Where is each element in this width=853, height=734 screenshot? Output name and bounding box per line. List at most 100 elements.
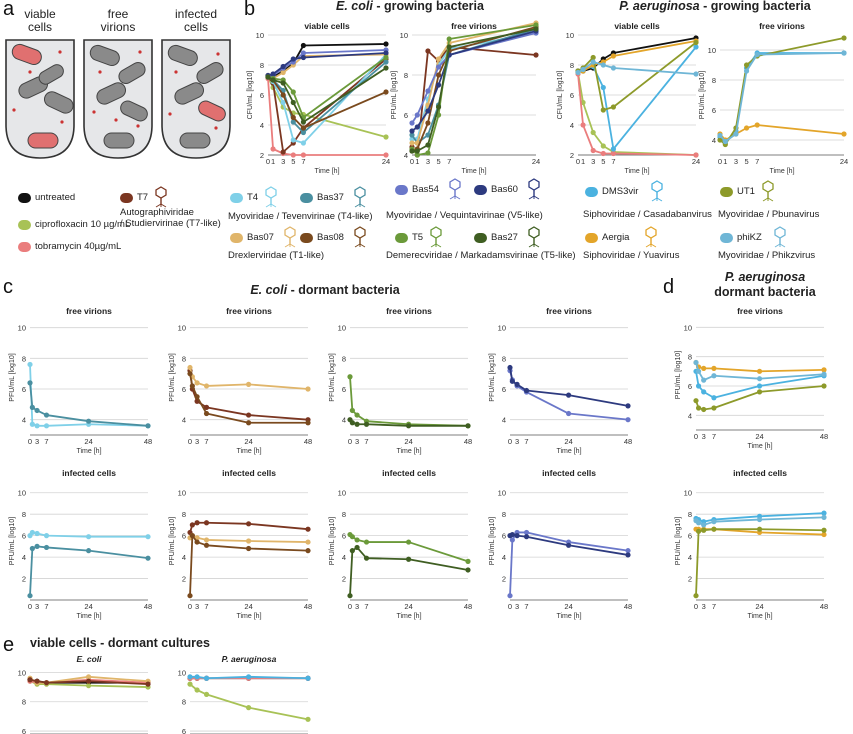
y-tick-label: 6 — [182, 385, 186, 394]
data-point — [756, 383, 763, 389]
data-point — [625, 552, 631, 558]
series-Bas37 — [27, 543, 151, 599]
chart-c2: 4 6 8 10 0 3 7 24 48 free virions Time [h] PFU/mL [… — [169, 306, 312, 455]
chart-title: infected cells — [62, 468, 116, 478]
y-tick-label: 10 — [684, 323, 692, 332]
data-point — [349, 420, 355, 426]
x-tick-label: 0 — [508, 602, 512, 611]
data-point — [711, 373, 717, 379]
data-point — [425, 88, 431, 94]
x-tick-label: 1 — [723, 157, 727, 166]
data-point — [625, 403, 631, 409]
legend-taxonomy-phiKZ: Myoviridae / Phikzvirus — [718, 250, 816, 261]
y-axis-label: CFU/mL [log10] — [247, 71, 254, 120]
data-point — [27, 380, 33, 386]
y-axis-label: PFU/mL [log10] — [169, 517, 176, 565]
chart-title: infected cells — [733, 468, 787, 478]
x-tick-label: 48 — [820, 602, 828, 611]
data-point — [693, 44, 699, 50]
chart-title: free virions — [226, 306, 272, 316]
data-point — [701, 365, 707, 371]
x-tick-label: 24 — [692, 157, 700, 166]
data-point — [245, 420, 252, 426]
data-point — [435, 82, 442, 88]
data-point — [280, 92, 286, 98]
data-point — [533, 52, 539, 58]
x-tick-label: 7 — [44, 602, 48, 611]
x-axis-label: Time [h] — [314, 168, 339, 175]
series-phiKZ — [693, 359, 827, 383]
data-point — [711, 526, 717, 532]
x-tick-label: 0 — [694, 432, 698, 441]
panel-b-ecoli-title: E. coli - growing bacteria — [336, 0, 484, 13]
data-point — [270, 71, 276, 77]
data-point — [194, 380, 200, 386]
tube-free-virions — [83, 39, 153, 159]
data-point — [354, 537, 360, 543]
x-tick-label: 48 — [820, 432, 828, 441]
data-point — [354, 412, 360, 418]
data-point — [610, 150, 617, 157]
bacterium — [11, 43, 42, 66]
x-tick-label: 3 — [35, 437, 39, 446]
y-axis-label: CFU/mL [log10] — [557, 71, 564, 120]
legend-label-Bas37: Bas37 — [317, 192, 344, 203]
data-point — [701, 389, 707, 395]
series-T7 — [27, 677, 151, 687]
legend-taxonomy-DMS3vir: Siphoviridae / Casadabanvirus — [583, 209, 712, 220]
y-tick-label: 8 — [342, 354, 346, 363]
data-point — [245, 545, 252, 552]
x-tick-label: 3 — [355, 602, 359, 611]
x-tick-label: 0 — [718, 157, 722, 166]
data-point — [414, 148, 420, 154]
x-tick-label: 0 — [348, 437, 352, 446]
legend-taxonomy-Bas27: Demerecviridae / Markadamsvirinae (T5-li… — [386, 250, 576, 261]
y-axis-label: PFU/mL [log10] — [675, 517, 682, 565]
series-Bas07 — [187, 364, 311, 392]
x-tick-label: 7 — [364, 437, 368, 446]
y-tick-label: 8 — [22, 510, 26, 519]
y-axis-label: PFU/mL [log10] — [9, 517, 16, 565]
data-point — [305, 539, 311, 545]
x-axis-label: Time [h] — [76, 448, 101, 455]
x-tick-label: 48 — [144, 437, 152, 446]
data-point — [409, 140, 415, 146]
x-tick-label: 24 — [84, 437, 92, 446]
data-point — [507, 364, 513, 371]
x-axis-label: Time [h] — [747, 613, 772, 620]
x-axis-label: Time [h] — [556, 613, 581, 620]
data-point — [533, 26, 539, 32]
data-point — [189, 533, 195, 539]
y-tick-label: 4 — [688, 553, 692, 562]
data-point — [625, 417, 631, 423]
data-point — [754, 51, 760, 58]
data-point — [300, 152, 306, 158]
chart-title: viable cells — [614, 21, 660, 31]
data-point — [354, 544, 360, 551]
x-tick-label: 7 — [301, 157, 305, 166]
data-point — [194, 520, 200, 526]
chart-title: free virions — [759, 21, 805, 31]
data-point — [693, 398, 699, 404]
x-axis-label: Time [h] — [396, 613, 421, 620]
legend-taxonomy-Bas08: Drexlerviridae (T1-like) — [228, 250, 325, 261]
data-point — [203, 383, 210, 389]
data-point — [600, 143, 606, 149]
panel-label-b: b — [244, 0, 256, 20]
data-point — [722, 138, 728, 145]
bacterium — [120, 100, 148, 122]
series-phiKZ — [693, 514, 827, 528]
series-T4 — [27, 529, 151, 540]
series-Bas60 — [409, 28, 539, 134]
data-point — [756, 389, 763, 395]
data-point — [693, 152, 699, 158]
x-tick-label: 1 — [581, 157, 585, 166]
data-point — [509, 531, 515, 538]
data-point — [509, 537, 515, 543]
data-point — [290, 89, 296, 95]
x-tick-label: 0 — [694, 602, 698, 611]
legend-label-Bas54: Bas54 — [412, 184, 439, 195]
series-Bas54 — [507, 529, 631, 599]
data-point — [290, 119, 296, 125]
